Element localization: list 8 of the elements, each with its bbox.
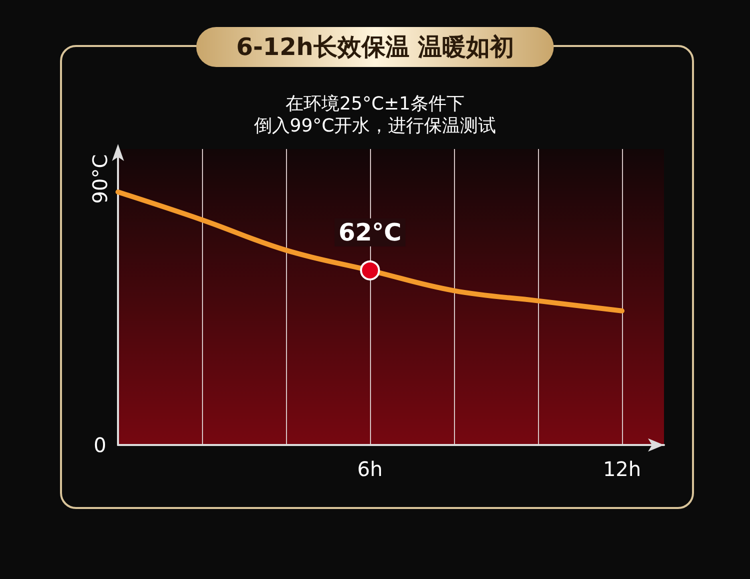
text: 0 — [94, 433, 106, 457]
x-tick-label: 12h — [602, 457, 642, 481]
text: 倒入99°C开水，进行保温测试 — [254, 116, 496, 136]
chart-title: 6-12h长效保温 温暖如初 — [236, 33, 514, 61]
text: 90°C — [88, 154, 112, 204]
chart-subtitle: 在环境25°C±1条件下 — [285, 94, 465, 114]
annotation: 62°C — [338, 218, 402, 246]
x-tick-label: 6h — [357, 457, 383, 481]
